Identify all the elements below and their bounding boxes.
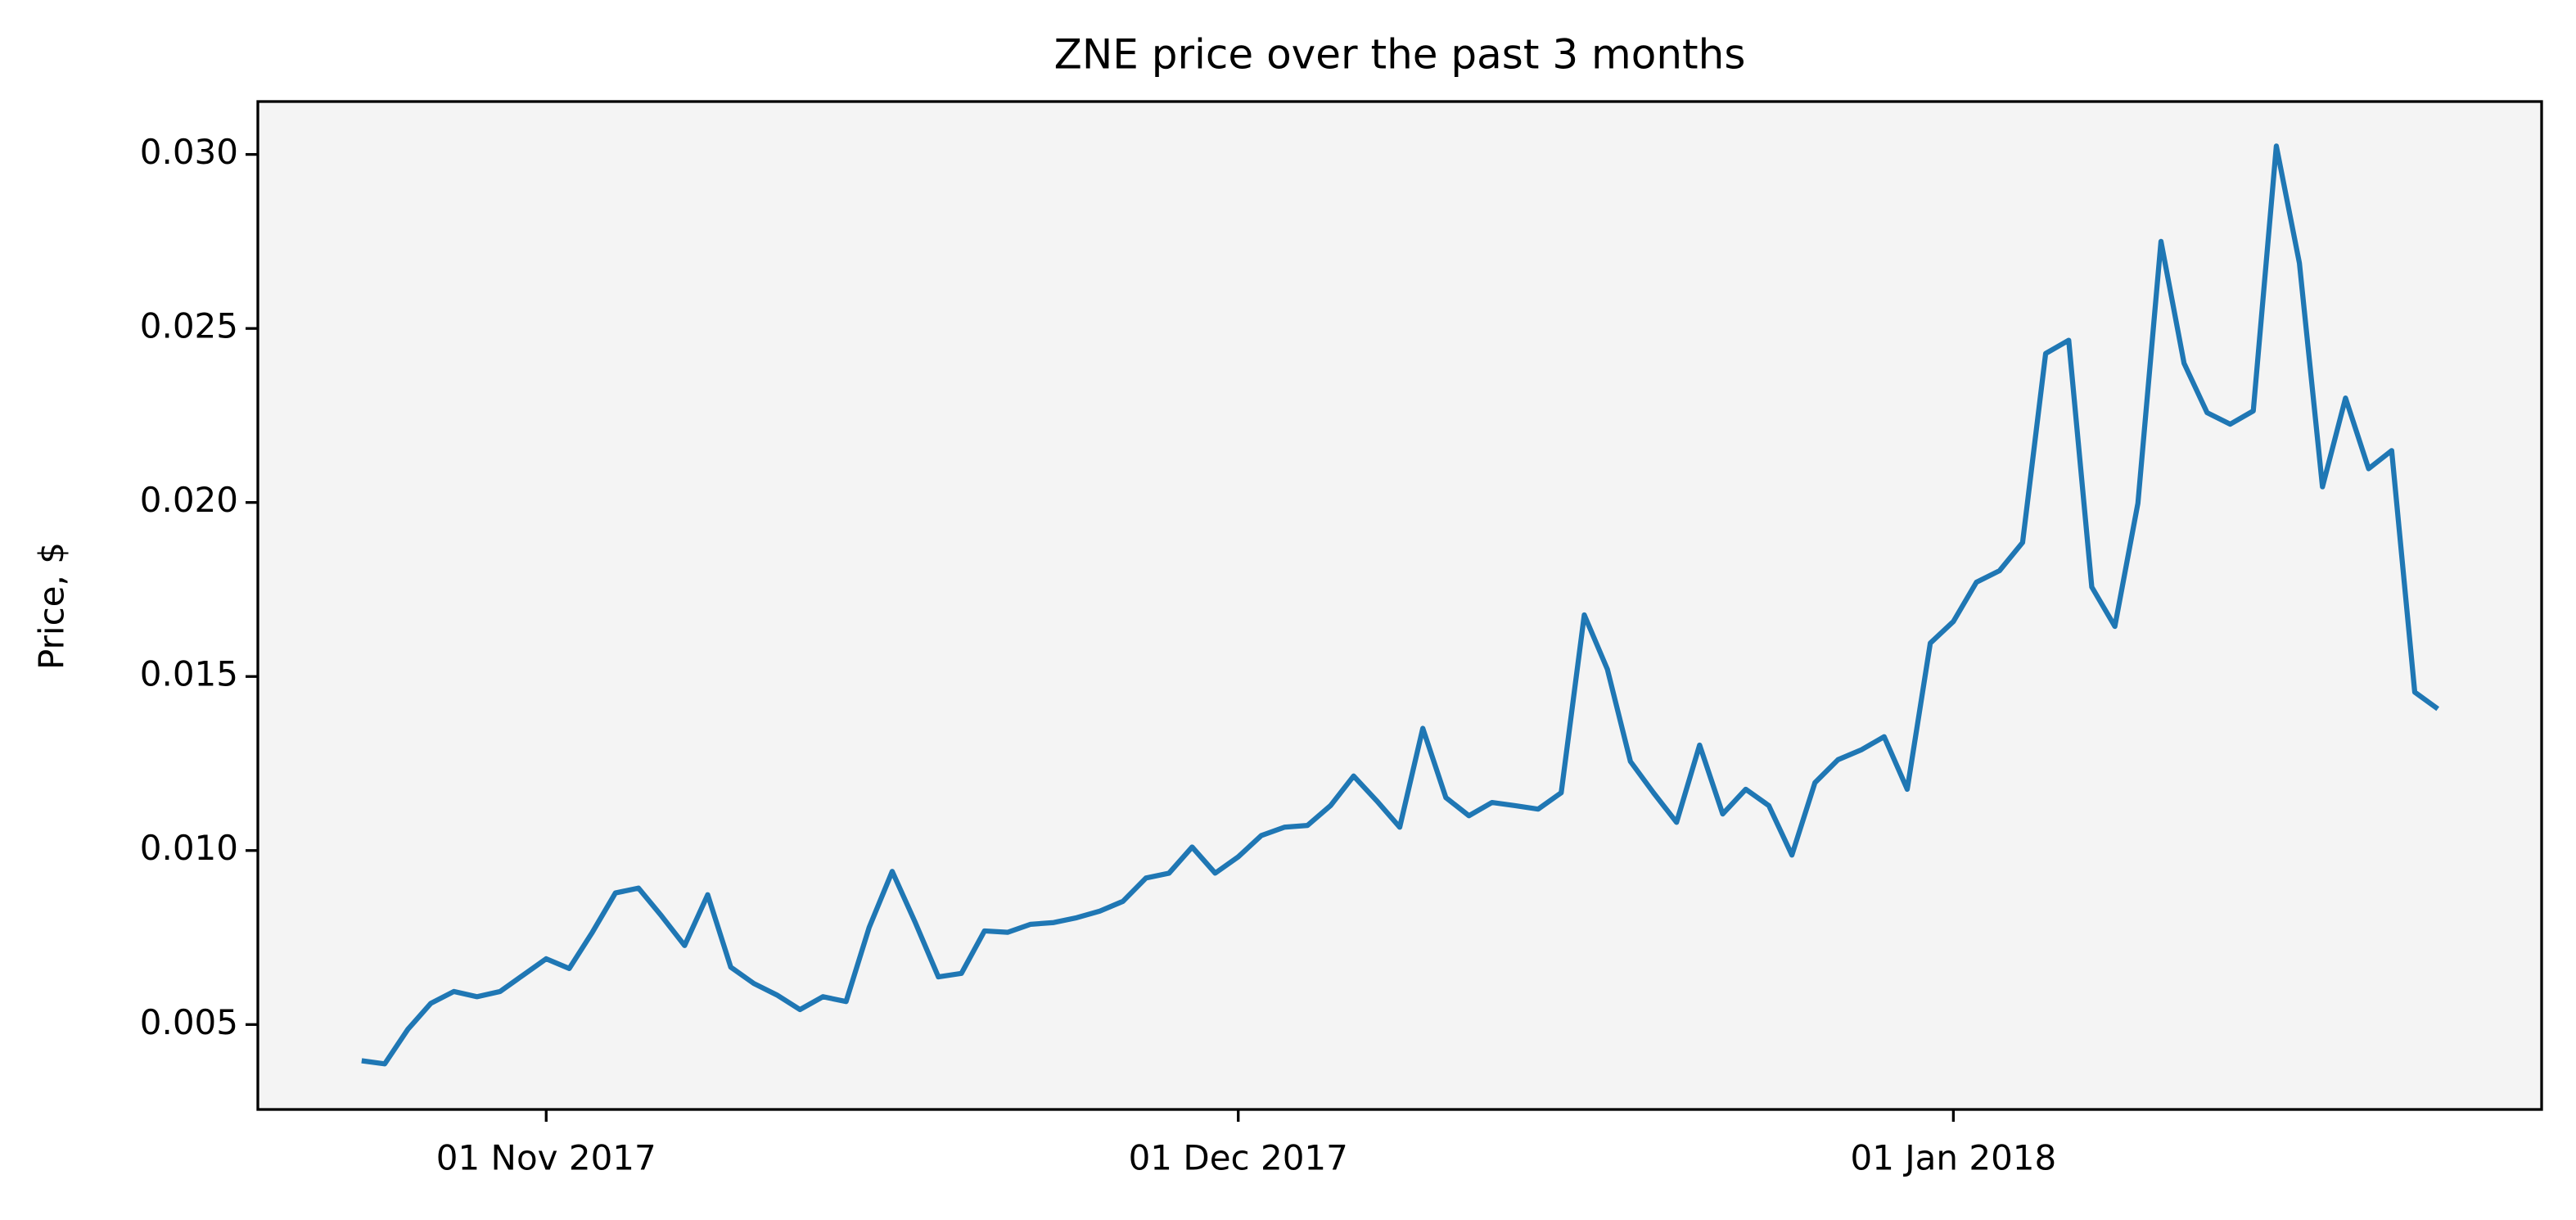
plot-area <box>258 102 2542 1109</box>
axes-frame <box>256 100 2543 1111</box>
y-tick-label: 0.025 <box>140 306 238 346</box>
y-tick-label: 0.030 <box>140 132 238 172</box>
x-tick-label: 01 Jan 2018 <box>1850 1138 2056 1178</box>
x-tick-label: 01 Dec 2017 <box>1129 1138 1348 1178</box>
y-tick-label: 0.015 <box>140 654 238 694</box>
x-tick-label: 01 Nov 2017 <box>436 1138 656 1178</box>
y-tick-label: 0.005 <box>140 1002 238 1042</box>
y-axis-label: Price, $ <box>32 542 72 670</box>
y-tick-label: 0.020 <box>140 480 238 520</box>
y-tick-label: 0.010 <box>140 828 238 868</box>
chart-title: ZNE price over the past 3 months <box>1054 31 1746 79</box>
price-line <box>361 143 2440 1067</box>
